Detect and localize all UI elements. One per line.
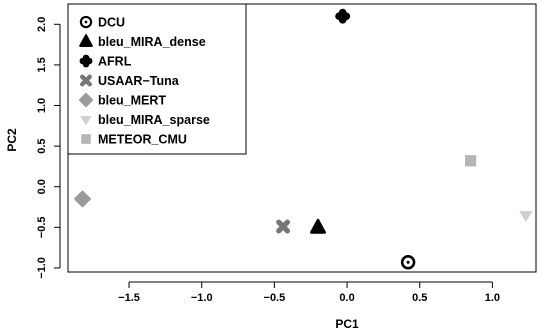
y-axis-title: PC2	[5, 128, 19, 152]
marker-shape	[310, 218, 326, 234]
x-tick-label: 0.5	[412, 292, 427, 304]
point-bleu-mert	[74, 190, 91, 208]
legend-item: bleu_MERT	[78, 92, 166, 108]
y-tick-label: −0.5	[36, 216, 48, 238]
x-tick-label: −0.5	[264, 292, 286, 304]
point-dcu	[400, 255, 416, 270]
legend-item: DCU	[79, 16, 125, 30]
y-tick-label: −1.0	[36, 257, 48, 279]
x-tick-label: 1.0	[485, 292, 500, 304]
y-tick-label: 1.0	[36, 98, 48, 113]
marker-stroke	[276, 219, 291, 234]
marker-shape	[81, 134, 91, 144]
data-points	[74, 8, 533, 270]
marker-shape	[464, 155, 477, 167]
x-tick-label: −1.5	[118, 292, 140, 304]
point-usaar-tuna	[276, 219, 291, 234]
marker-shape	[79, 34, 93, 47]
point-bleu-mira-dense	[310, 218, 326, 234]
marker-dot	[406, 260, 410, 264]
point-bleu-mira-sparse	[519, 211, 533, 222]
y-tick-label: 0.5	[36, 138, 48, 153]
legend-label: bleu_MIRA_sparse	[98, 113, 210, 127]
marker-center	[339, 13, 346, 20]
legend-label: DCU	[98, 16, 125, 30]
legend-label: AFRL	[98, 55, 132, 69]
point-meteor-cmu	[464, 155, 477, 167]
legend-item: AFRL	[79, 55, 132, 69]
legend: DCU bleu_MIRA_dense AFRL USAAR−Tuna bleu_MER…	[67, 3, 247, 155]
y-tick-label: 2.0	[36, 17, 48, 32]
y-tick-label: 0.0	[36, 179, 48, 194]
legend-box	[67, 3, 247, 155]
point-afrl	[335, 8, 351, 24]
x-axis: −1.5 −1.0 −0.5 0.0 0.5 1.0	[118, 281, 500, 304]
x-tick-label: 0.0	[339, 292, 354, 304]
x-tick-label: −1.0	[191, 292, 213, 304]
marker-dot	[84, 20, 88, 24]
marker-shape	[519, 211, 533, 222]
marker-shape	[80, 116, 92, 126]
legend-item: bleu_MIRA_dense	[79, 34, 206, 49]
marker-stroke	[80, 74, 92, 87]
y-axis: −1.0 −0.5 0.0 0.5 1.0 1.5 2.0	[36, 17, 61, 279]
y-tick-label: 1.5	[36, 57, 48, 72]
legend-label: USAAR−Tuna	[98, 74, 180, 88]
marker-shape	[78, 92, 94, 108]
legend-item: bleu_MIRA_sparse	[80, 113, 210, 127]
legend-item: USAAR−Tuna	[80, 74, 180, 88]
x-axis-title: PC1	[335, 317, 359, 331]
legend-label: bleu_MERT	[98, 94, 166, 108]
legend-label: bleu_MIRA_dense	[98, 35, 206, 49]
marker-center	[83, 58, 89, 64]
legend-item: METEOR_CMU	[81, 133, 187, 147]
marker-shape	[74, 190, 91, 208]
legend-label: METEOR_CMU	[98, 133, 187, 147]
